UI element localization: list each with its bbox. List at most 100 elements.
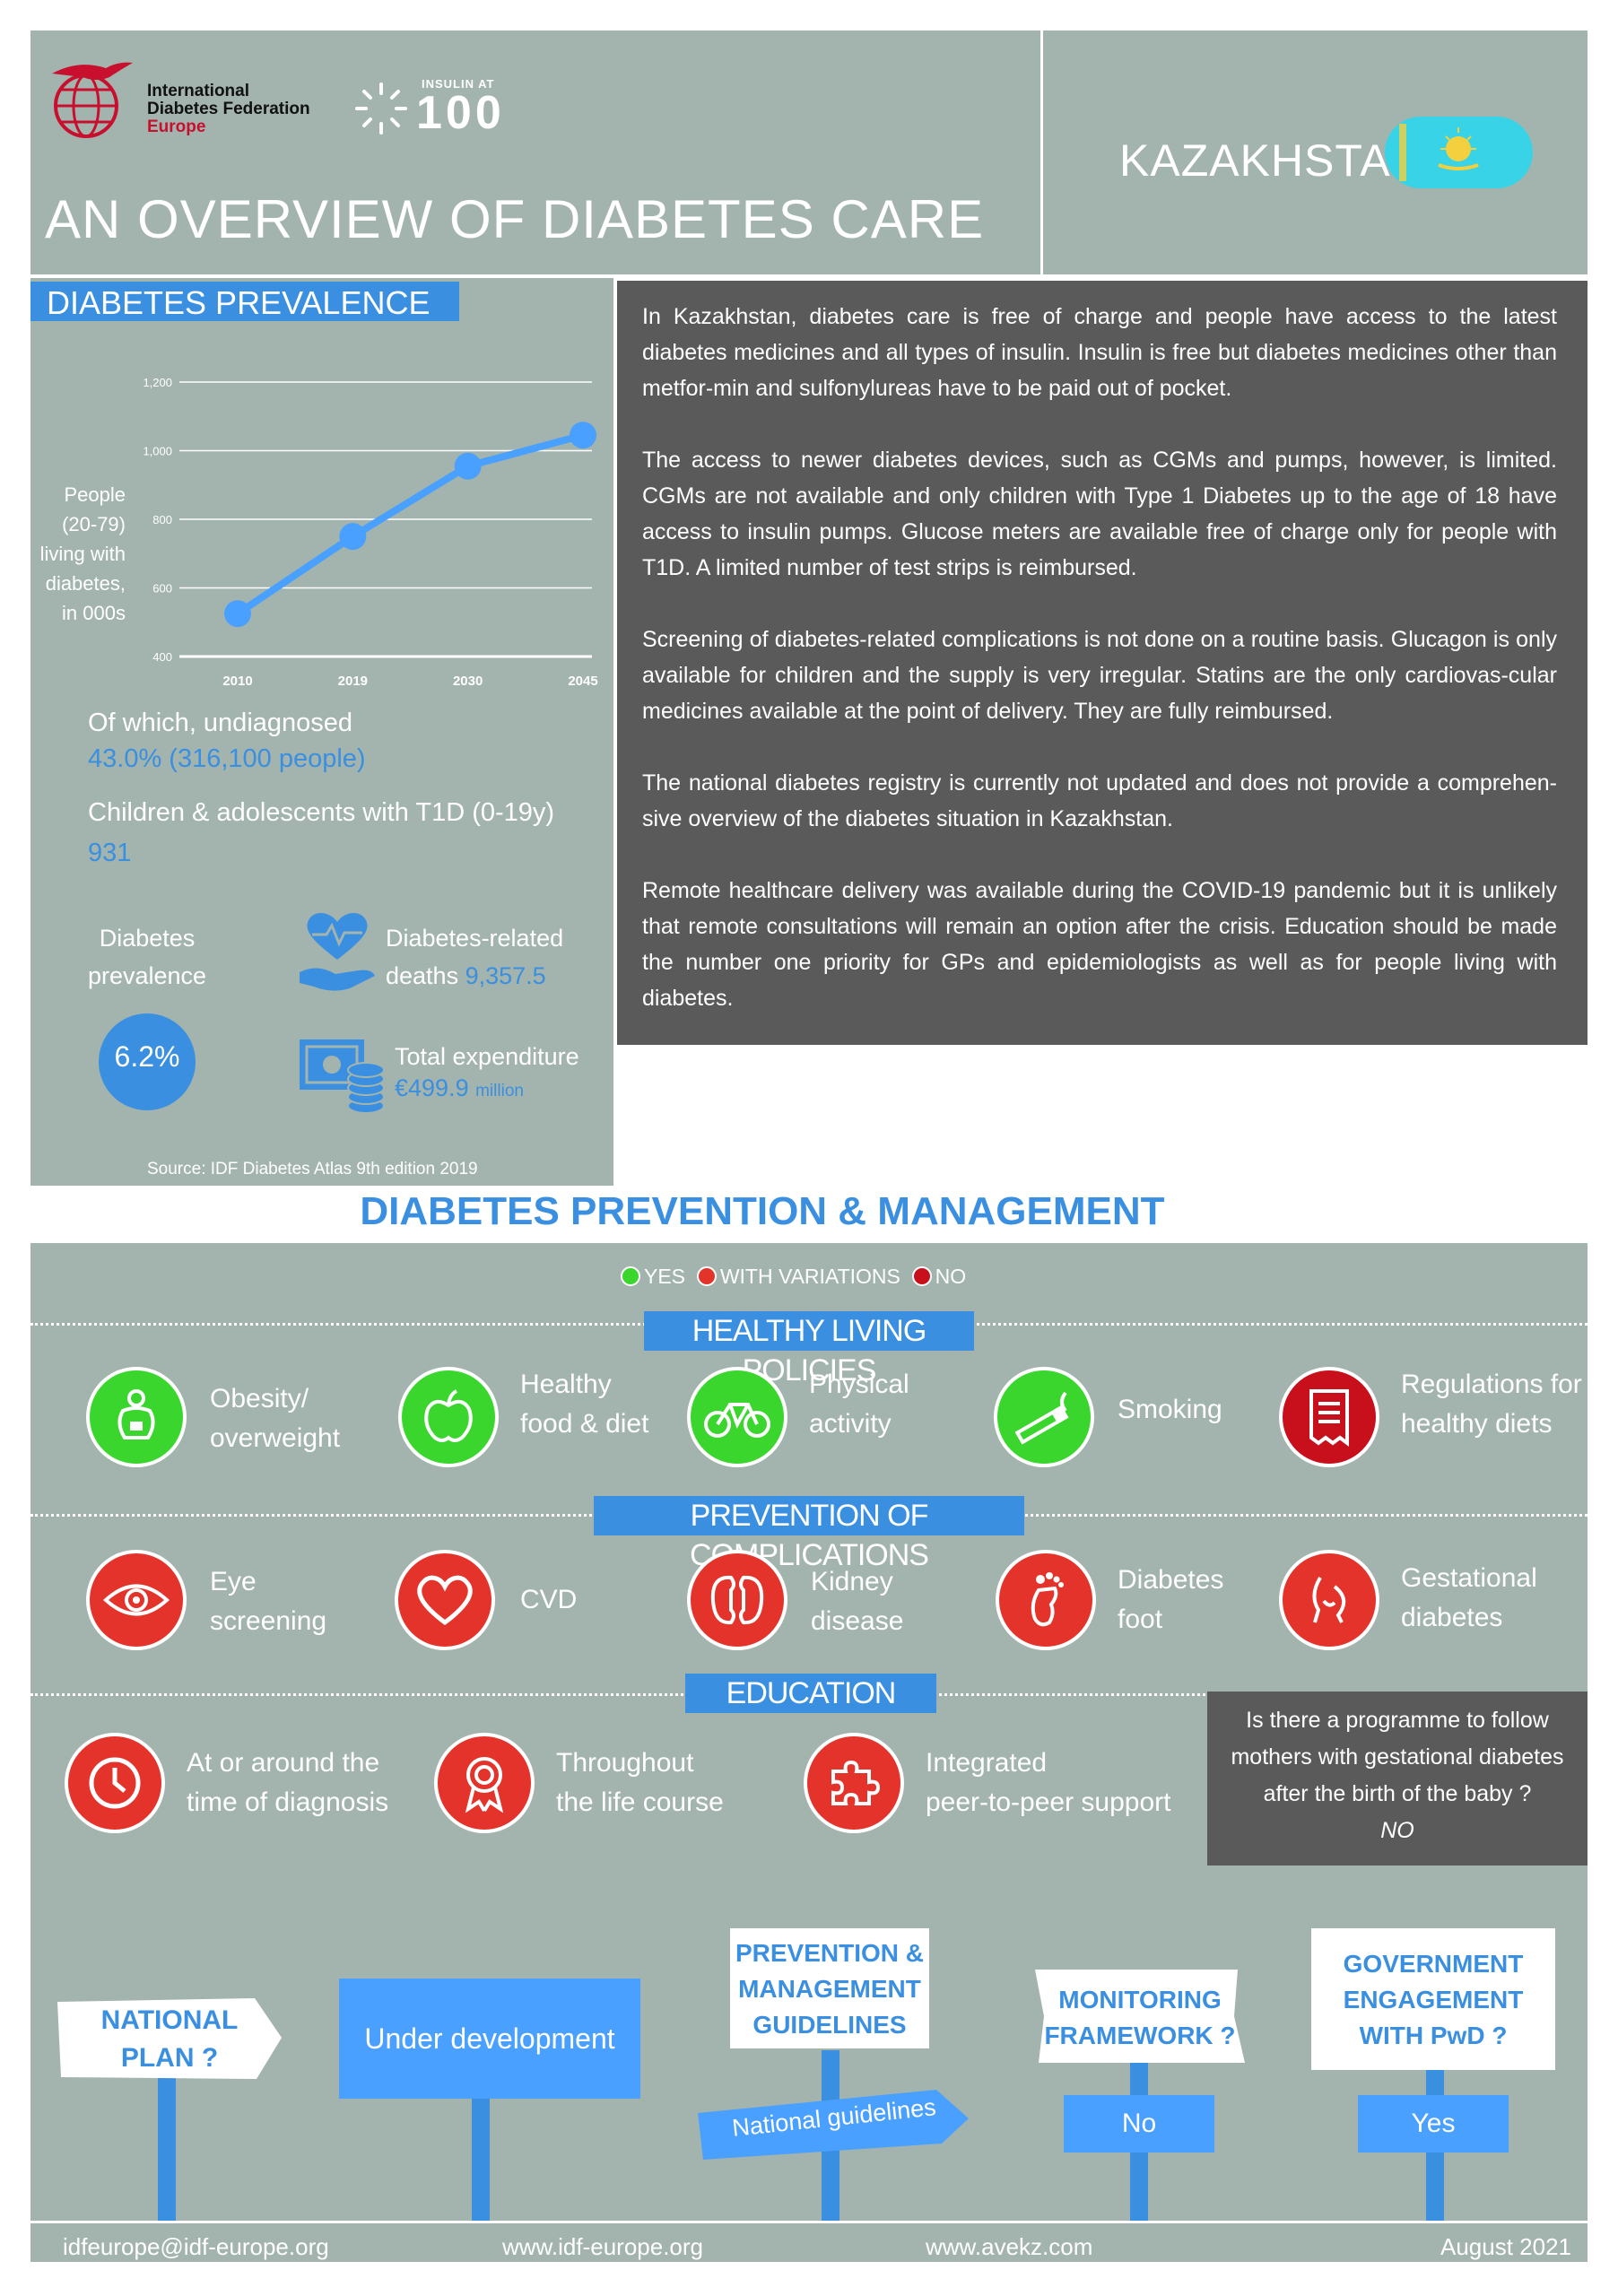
complications-title: PREVENTION OF COMPLICATIONS — [690, 1499, 929, 1572]
eye-icon — [86, 1550, 187, 1650]
education-bar — [685, 1674, 936, 1713]
diabetes-foot-label: Diabetes foot — [1118, 1561, 1223, 1639]
chart-y-tick: 400 — [152, 650, 172, 664]
header-bottom-divider — [30, 274, 1588, 278]
diabetes-foot-label-1: Diabetes — [1118, 1565, 1224, 1595]
healthy-living-bar — [644, 1311, 974, 1351]
chart-point — [224, 600, 251, 628]
clock-icon — [65, 1733, 165, 1833]
chart-y-tick: 1,200 — [143, 376, 172, 389]
kidney-label-2: disease — [811, 1606, 904, 1636]
education-title: EDUCATION — [726, 1676, 897, 1710]
footer-web-link-1[interactable]: www.idf-europe.org — [502, 2233, 703, 2260]
legend-variations: WITH VARIATIONS — [719, 1265, 900, 1288]
idf-logo-icon — [52, 62, 133, 138]
guidelines-q3: GUIDELINES — [752, 2011, 907, 2039]
peer-support-label: Integrated peer-to-peer support — [926, 1744, 1171, 1822]
page-title: AN OVERVIEW OF DIABETES CARE — [45, 189, 985, 249]
gestational-label: Gestational diabetes — [1401, 1559, 1537, 1638]
diagnosis-label-1: At or around the — [187, 1748, 380, 1778]
physical-activity-label-2: activity — [809, 1409, 892, 1439]
chart-x-tick: 2019 — [338, 674, 368, 689]
gestational-question-box — [1207, 1692, 1588, 1866]
money-coins-icon — [300, 1039, 385, 1114]
physical-activity-label-1: Physical — [809, 1370, 909, 1399]
foot-icon — [996, 1550, 1096, 1650]
kidney-label-1: Kidney — [811, 1567, 893, 1596]
healthy-food-label: Healthy food & diet — [520, 1365, 648, 1444]
chart-point — [570, 422, 596, 449]
undiagnosed-title: Of which, undiagnosed — [88, 709, 353, 737]
national-plan-q1: NATIONAL — [100, 2005, 239, 2035]
insulin-at-label: INSULIN AT — [422, 77, 495, 91]
footer-email-link[interactable]: idfeurope@idf-europe.org — [63, 2233, 329, 2260]
footer-web-link-2[interactable]: www.avekz.com — [926, 2233, 1093, 2260]
heart-icon — [395, 1550, 495, 1650]
government-q2: ENGAGEMENT — [1343, 1986, 1524, 2013]
prevalence-title-bar — [30, 282, 459, 321]
apple-icon — [398, 1367, 499, 1467]
prevalence-circle — [99, 1013, 196, 1110]
org-line-2: Diabetes Federation — [147, 100, 310, 118]
life-course-label: Throughout the life course — [556, 1744, 724, 1822]
gestational-label-1: Gestational — [1401, 1563, 1537, 1593]
legend-yes-dot — [621, 1266, 640, 1286]
header-divider — [1040, 30, 1043, 274]
footer-divider — [30, 2221, 1588, 2223]
receipt-icon — [1279, 1367, 1379, 1467]
cigarette-icon — [994, 1367, 1094, 1467]
sunburst-icon — [355, 83, 407, 135]
national-plan-sign — [57, 1998, 282, 2079]
kidney-icon — [687, 1550, 787, 1650]
t1d-value: 931 — [88, 839, 132, 867]
obesity-label-1: Obesity/ — [210, 1384, 309, 1413]
eye-screening-label: Eye screening — [210, 1562, 326, 1641]
obesity-icon — [86, 1367, 187, 1467]
guidelines-question: PREVENTION & MANAGEMENT GUIDELINES — [730, 1928, 929, 2048]
puzzle-icon — [804, 1733, 904, 1833]
government-question: GOVERNMENT ENGAGEMENT WITH PwD ? — [1311, 1928, 1555, 2070]
sign-pole — [158, 2063, 176, 2221]
undiagnosed-value: 43.0% (316,100 people) — [88, 744, 366, 773]
expenditure-value-block: €499.9 million — [395, 1074, 524, 1102]
guidelines-answer-sign — [698, 2090, 969, 2160]
national-plan-answer: Under development — [339, 1979, 640, 2099]
healthy-food-label-1: Healthy — [520, 1370, 612, 1399]
diabetes-foot-label-2: foot — [1118, 1605, 1163, 1634]
chart-y-tick: 600 — [152, 582, 172, 596]
ribbon-icon — [434, 1733, 535, 1833]
life-course-label-1: Throughout — [556, 1748, 694, 1778]
regulations-label-2: healthy diets — [1401, 1409, 1553, 1439]
life-course-label-2: the life course — [556, 1787, 724, 1817]
deaths-label-2: deaths — [386, 962, 459, 989]
idf-org-name: International Diabetes Federation Europe — [147, 83, 310, 136]
chart-point — [339, 523, 367, 551]
prevalence-value: 6.2% — [114, 1040, 180, 1073]
monitoring-q1: MONITORING — [1058, 1986, 1222, 2013]
kidney-label: Kidney disease — [811, 1562, 903, 1641]
text-panel: In Kazakhstan, diabetes care is free of … — [617, 281, 1588, 1045]
source-note: Source: IDF Diabetes Atlas 9th edition 2… — [147, 1160, 478, 1178]
regulations-label: Regulations for healthy diets — [1401, 1365, 1582, 1444]
country-name: KAZAKHSTAN — [1119, 135, 1424, 186]
prevalence-label: Diabetes prevalence — [87, 925, 207, 989]
guidelines-q2: MANAGEMENT — [738, 1975, 921, 2003]
expenditure-value: €499.9 — [395, 1074, 469, 1101]
government-q1: GOVERNMENT — [1343, 1950, 1524, 1978]
government-q3: WITH PwD ? — [1359, 2022, 1508, 2049]
gestational-answer: NO — [1380, 1818, 1414, 1843]
diagnosis-label: At or around the time of diagnosis — [187, 1744, 388, 1822]
paragraph-2: The access to newer diabetes devices, su… — [642, 448, 1557, 580]
kazakhstan-flag — [1385, 117, 1533, 188]
prevalence-title: DIABETES PREVALENCE — [47, 284, 431, 321]
chart-x-tick: 2030 — [453, 674, 483, 689]
chart-point — [454, 452, 482, 480]
insulin-100-label: 100 — [416, 87, 505, 139]
flag-emblem-icon — [1399, 124, 1479, 181]
header-panel — [30, 30, 1588, 274]
chart-y-tick: 1,000 — [143, 445, 172, 458]
chart-x-tick: 2045 — [568, 674, 597, 689]
org-line-3: Europe — [147, 117, 206, 136]
cvd-label: CVD — [520, 1585, 578, 1614]
legend-no: NO — [935, 1265, 967, 1288]
